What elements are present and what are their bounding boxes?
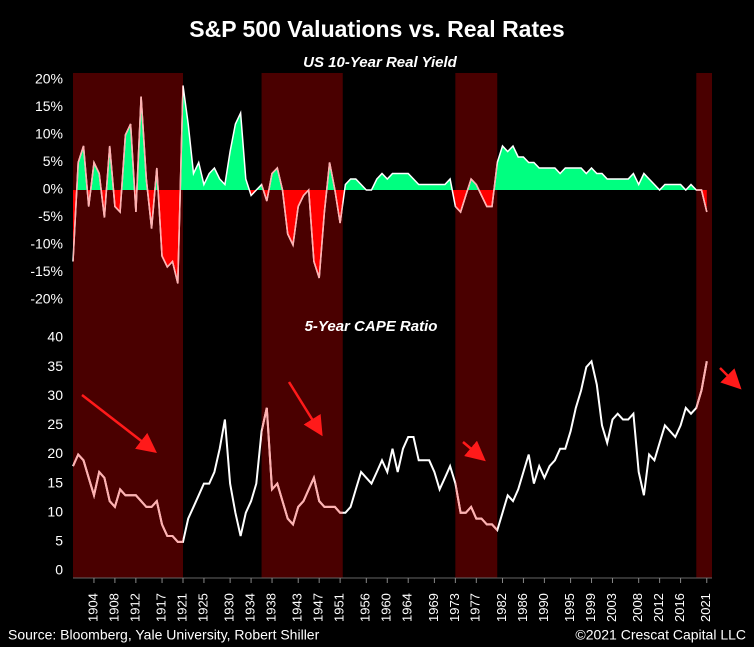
y-tick-label: 10 xyxy=(47,503,63,519)
y-tick-label: -15% xyxy=(30,263,63,279)
x-tick-label: 1925 xyxy=(195,593,210,622)
y-tick-label: 20% xyxy=(35,71,63,87)
x-tick-label: 1912 xyxy=(127,593,142,622)
x-tick-label: 2016 xyxy=(672,593,687,622)
x-tick-label: 1921 xyxy=(174,593,189,622)
x-tick-label: 1969 xyxy=(426,593,441,622)
y-tick-label: 10% xyxy=(35,126,63,142)
y-tick-label: 40 xyxy=(47,329,63,345)
y-tick-label: 30 xyxy=(47,387,63,403)
arrows xyxy=(81,367,742,462)
x-tick-label: 2008 xyxy=(630,593,645,622)
x-tick-label: 2012 xyxy=(651,593,666,622)
x-tick-label: 2003 xyxy=(604,593,619,622)
x-tick-label: 1930 xyxy=(222,593,237,622)
x-tick-label: 1951 xyxy=(332,593,347,622)
x-tick-label: 1947 xyxy=(311,593,326,622)
y-tick-label: 20 xyxy=(47,445,63,461)
shaded-period xyxy=(261,73,343,578)
copyright: ©2021 Crescat Capital LLC xyxy=(575,627,746,643)
shaded-period xyxy=(455,73,498,578)
y-tick-label: 15% xyxy=(35,98,63,114)
panel-title: 5-Year CAPE Ratio xyxy=(305,318,438,335)
y-tick-label: 35 xyxy=(47,358,63,374)
x-tick-label: 1960 xyxy=(379,593,394,622)
x-tick-label: 1995 xyxy=(562,593,577,622)
y-tick-label: 15 xyxy=(47,474,63,490)
y-tick-label: 0% xyxy=(43,181,63,197)
x-tick-label: 1934 xyxy=(243,593,258,622)
x-tick-label: 2021 xyxy=(698,593,713,622)
x-tick-label: 1990 xyxy=(536,593,551,622)
y-tick-label: 5% xyxy=(43,153,63,169)
x-tick-label: 1977 xyxy=(468,593,483,622)
x-tick-label: 1908 xyxy=(106,593,121,622)
y-tick-label: -5% xyxy=(38,208,63,224)
positive-area xyxy=(73,85,707,190)
x-tick-label: 1904 xyxy=(85,593,100,622)
y-tick-label: -20% xyxy=(30,291,63,307)
chart-title: S&P 500 Valuations vs. Real Rates xyxy=(189,16,564,42)
arrow xyxy=(81,394,157,454)
x-tick-label: 1999 xyxy=(583,593,598,622)
x-tick-label: 1917 xyxy=(153,593,168,622)
y-tick-label: -10% xyxy=(30,236,63,252)
panel-title: US 10-Year Real Yield xyxy=(303,54,458,71)
y-tick-label: 25 xyxy=(47,416,63,432)
y-tick-label: 5 xyxy=(55,533,63,549)
arrow xyxy=(287,381,323,437)
arrow xyxy=(462,440,486,462)
x-tick-label: 1973 xyxy=(447,593,462,622)
shaded-period xyxy=(696,73,712,578)
arrow xyxy=(719,367,742,390)
source-note: Source: Bloomberg, Yale University, Robe… xyxy=(8,627,320,643)
x-tick-label: 1986 xyxy=(515,593,530,622)
x-tick-label: 1964 xyxy=(400,593,415,622)
x-tick-label: 1943 xyxy=(290,593,305,622)
y-tick-label: 0 xyxy=(55,562,63,578)
x-tick-label: 1938 xyxy=(263,593,278,622)
x-tick-label: 1956 xyxy=(358,593,373,622)
x-tick-label: 1982 xyxy=(494,593,509,622)
